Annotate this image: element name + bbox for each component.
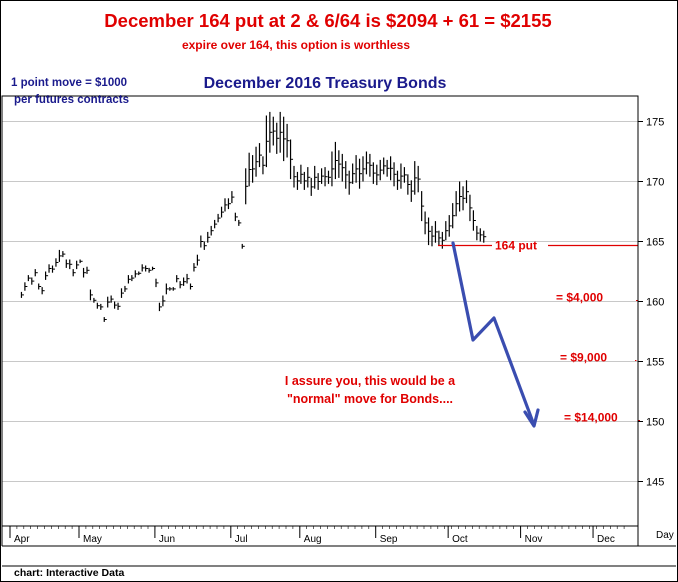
y-tick-label-165: 165 (646, 237, 664, 249)
strike-label: 164 put (495, 239, 537, 253)
y-tick-label-175: 175 (646, 117, 664, 129)
headline: December 164 put at 2 & 6/64 is $2094 + … (104, 10, 551, 31)
target-levels: 164 put = $4,000 = $9,000 = $14,000 (438, 239, 640, 425)
target-level-label: = $9,000 (560, 351, 607, 365)
projection-path (451, 241, 536, 427)
y-axis: 145 150 155 160 165 170 175 (638, 117, 664, 489)
subline: expire over 164, this option is worthles… (182, 38, 410, 52)
chart-title: December 2016 Treasury Bonds (204, 75, 447, 92)
target-level-label: = $14,000 (564, 411, 618, 425)
point-value-note-line1: 1 point move = $1000 (11, 77, 127, 89)
x-month-label-dec: Dec (597, 534, 615, 545)
y-tick-label-155: 155 (646, 357, 664, 369)
projection-arrow (451, 241, 540, 428)
target-level-label: = $4,000 (556, 291, 603, 305)
projection-arrowhead (523, 408, 540, 428)
y-tick-label-170: 170 (646, 177, 664, 189)
x-axis: Apr May Jun Jul Aug Sep Oct Nov Dec Day (9, 526, 674, 545)
price-bars (20, 111, 487, 322)
x-month-label-aug: Aug (304, 534, 322, 545)
assurance-note-line2: "normal" move for Bonds.... (287, 392, 453, 406)
x-month-label-may: May (83, 534, 102, 545)
y-tick-label-150: 150 (646, 417, 664, 429)
x-month-label-jun: Jun (159, 534, 175, 545)
x-month-label-nov: Nov (525, 534, 543, 545)
point-value-note-line2: per futures contracts (14, 94, 129, 106)
source-credit: chart: Interactive Data (14, 567, 124, 579)
x-month-label-oct: Oct (452, 534, 468, 545)
y-tick-label-145: 145 (646, 477, 664, 489)
x-month-label-jul: Jul (235, 534, 248, 545)
x-month-label-sep: Sep (380, 534, 398, 545)
y-tick-label-160: 160 (646, 297, 664, 309)
x-month-label-apr: Apr (14, 534, 30, 545)
x-unit-label: Day (656, 530, 674, 541)
plot-frame (1, 95, 639, 527)
assurance-note-line1: I assure you, this would be a (285, 374, 456, 388)
